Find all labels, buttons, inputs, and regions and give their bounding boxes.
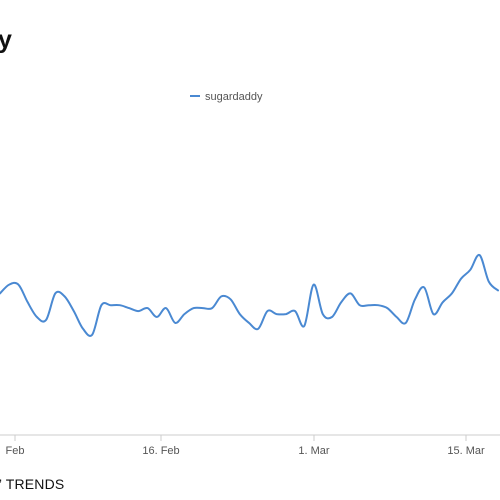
legend[interactable]: sugardaddy (190, 91, 263, 103)
x-ticks (14, 435, 467, 441)
series-line-sugardaddy (0, 253, 499, 337)
x-tick-label: 1. Mar (298, 445, 330, 457)
x-tick-label: Feb (6, 445, 25, 457)
page-title: y (0, 26, 12, 54)
x-tick-label: 16. Feb (142, 445, 179, 457)
legend-label: sugardaddy (205, 91, 263, 103)
x-tick-labels: Feb 16. Feb 1. Mar 15. Mar (6, 445, 485, 457)
x-tick-label: 15. Mar (447, 445, 485, 457)
footer-text: ” TRENDS (0, 476, 65, 492)
